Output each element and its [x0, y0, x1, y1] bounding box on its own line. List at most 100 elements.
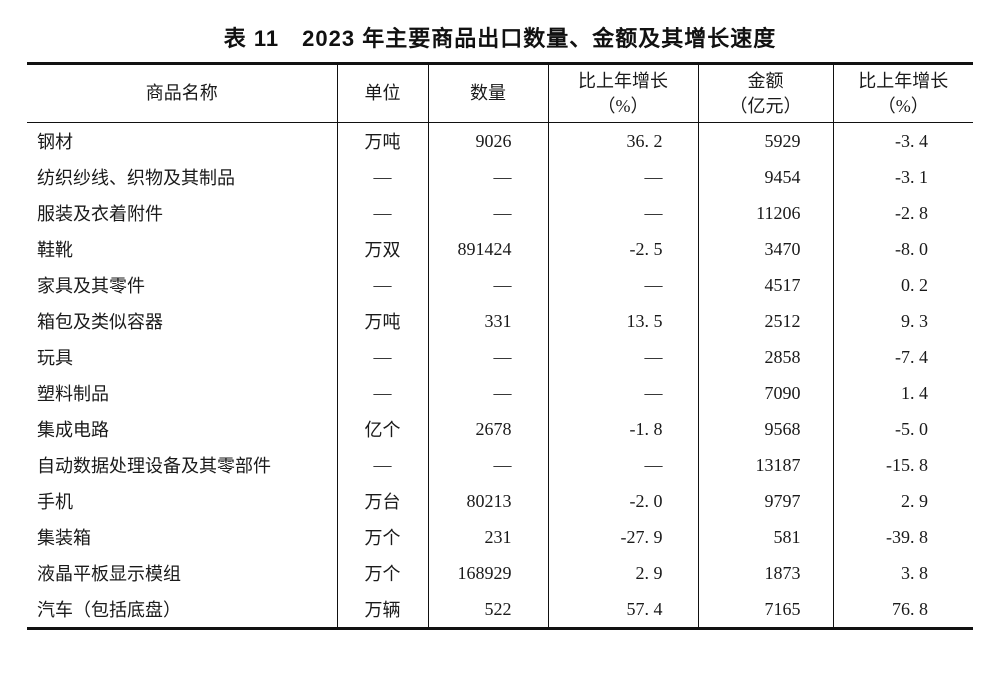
- cell-quantity-growth: —: [547, 267, 698, 303]
- cell-quantity: 231: [427, 519, 548, 555]
- header-commodity-name: 商品名称: [27, 63, 337, 123]
- cell-commodity-name: 液晶平板显示模组: [37, 564, 181, 584]
- cell-quantity: —: [427, 195, 548, 231]
- cell-quantity: —: [427, 375, 548, 411]
- cell-unit: —: [336, 339, 428, 375]
- cell-quantity-growth: -2. 0: [547, 483, 698, 519]
- cell-quantity: 891424: [427, 231, 548, 267]
- header-sublabel: （%）: [877, 95, 929, 116]
- table-row: 鞋靴 万双 891424 -2. 5 3470 -8. 0: [27, 231, 973, 267]
- cell-amount: 11206: [697, 195, 833, 231]
- header-sublabel: （%）: [597, 95, 649, 116]
- cell-amount: 1873: [697, 555, 833, 591]
- export-commodities-table: 商品名称 单位 数量 比上年增长 （%） 金额 （亿元） 比上年增长 （%） 钢…: [27, 62, 973, 630]
- cell-amount-growth: -39. 8: [832, 519, 973, 555]
- cell-amount-growth: -2. 8: [832, 195, 973, 231]
- cell-amount: 2512: [697, 303, 833, 339]
- cell-amount: 13187: [697, 447, 833, 483]
- cell-amount-growth: 2. 9: [832, 483, 973, 519]
- cell-amount: 3470: [697, 231, 833, 267]
- cell-amount-growth: 9. 3: [832, 303, 973, 339]
- header-sublabel: （亿元）: [729, 95, 802, 116]
- header-row: 商品名称 单位 数量 比上年增长 （%） 金额 （亿元） 比上年增长 （%）: [27, 63, 973, 123]
- cell-commodity-name: 集装箱: [37, 528, 91, 548]
- cell-unit: —: [336, 195, 428, 231]
- table-row: 玩具 — — — 2858 -7. 4: [27, 339, 973, 375]
- cell-quantity-growth: -27. 9: [547, 519, 698, 555]
- cell-amount-growth: -8. 0: [832, 231, 973, 267]
- cell-quantity-growth: —: [547, 447, 698, 483]
- cell-commodity-name: 手机: [37, 492, 73, 512]
- cell-commodity-name: 自动数据处理设备及其零部件: [37, 456, 271, 476]
- table-row: 液晶平板显示模组 万个 168929 2. 9 1873 3. 8: [27, 555, 973, 591]
- cell-amount: 7165: [697, 591, 833, 629]
- table-body: 钢材 万吨 9026 36. 2 5929 -3. 4 纺织纱线、织物及其制品 …: [27, 122, 973, 629]
- cell-unit: 万双: [336, 231, 428, 267]
- table-row: 家具及其零件 — — — 4517 0. 2: [27, 267, 973, 303]
- table-row: 纺织纱线、织物及其制品 — — — 9454 -3. 1: [27, 159, 973, 195]
- table-row: 手机 万台 80213 -2. 0 9797 2. 9: [27, 483, 973, 519]
- cell-commodity-name: 纺织纱线、织物及其制品: [37, 168, 235, 188]
- cell-quantity-growth: —: [547, 195, 698, 231]
- cell-quantity-growth: 57. 4: [547, 591, 698, 629]
- cell-quantity-growth: —: [547, 159, 698, 195]
- cell-amount-growth: -3. 4: [832, 122, 973, 159]
- cell-quantity-growth: -1. 8: [547, 411, 698, 447]
- cell-amount: 7090: [697, 375, 833, 411]
- cell-amount-growth: -3. 1: [832, 159, 973, 195]
- header-quantity-growth: 比上年增长 （%）: [547, 63, 698, 123]
- cell-amount: 9797: [697, 483, 833, 519]
- cell-quantity-growth: 2. 9: [547, 555, 698, 591]
- cell-quantity-growth: 36. 2: [547, 122, 698, 159]
- table-row: 汽车（包括底盘） 万辆 522 57. 4 7165 76. 8: [27, 591, 973, 629]
- cell-unit: —: [336, 267, 428, 303]
- cell-amount: 2858: [697, 339, 833, 375]
- cell-amount: 9568: [697, 411, 833, 447]
- header-unit: 单位: [336, 63, 428, 123]
- cell-amount-growth: 3. 8: [832, 555, 973, 591]
- table-row: 箱包及类似容器 万吨 331 13. 5 2512 9. 3: [27, 303, 973, 339]
- cell-quantity: 2678: [427, 411, 548, 447]
- cell-amount-growth: -7. 4: [832, 339, 973, 375]
- header-label: 商品名称: [145, 83, 218, 103]
- table-row: 钢材 万吨 9026 36. 2 5929 -3. 4: [27, 122, 973, 159]
- cell-amount: 581: [697, 519, 833, 555]
- header-label: 数量: [470, 83, 506, 103]
- cell-quantity-growth: —: [547, 339, 698, 375]
- cell-amount-growth: 0. 2: [832, 267, 973, 303]
- header-amount-growth: 比上年增长 （%）: [832, 63, 973, 123]
- cell-quantity: 80213: [427, 483, 548, 519]
- header-amount: 金额 （亿元）: [697, 63, 833, 123]
- cell-quantity-growth: —: [547, 375, 698, 411]
- cell-amount-growth: -15. 8: [832, 447, 973, 483]
- header-label: 单位: [364, 83, 401, 103]
- table-row: 自动数据处理设备及其零部件 — — — 13187 -15. 8: [27, 447, 973, 483]
- cell-unit: 万辆: [336, 591, 428, 629]
- cell-quantity: —: [427, 447, 548, 483]
- cell-unit: 万台: [336, 483, 428, 519]
- header-label: 金额: [747, 70, 784, 91]
- table-row: 塑料制品 — — — 7090 1. 4: [27, 375, 973, 411]
- cell-quantity: —: [427, 159, 548, 195]
- cell-commodity-name: 家具及其零件: [37, 276, 145, 296]
- cell-commodity-name: 箱包及类似容器: [37, 312, 163, 332]
- cell-commodity-name: 服装及衣着附件: [37, 204, 163, 224]
- cell-quantity-growth: 13. 5: [547, 303, 698, 339]
- cell-quantity: 9026: [427, 122, 548, 159]
- cell-unit: —: [336, 447, 428, 483]
- cell-commodity-name: 鞋靴: [37, 240, 73, 260]
- cell-amount: 5929: [697, 122, 833, 159]
- cell-amount-growth: -5. 0: [832, 411, 973, 447]
- cell-amount: 4517: [697, 267, 833, 303]
- cell-unit: 万吨: [336, 122, 428, 159]
- cell-amount-growth: 76. 8: [832, 591, 973, 629]
- header-quantity: 数量: [427, 63, 548, 123]
- cell-unit: 万个: [336, 555, 428, 591]
- cell-commodity-name: 汽车（包括底盘）: [37, 600, 181, 620]
- cell-quantity: 522: [427, 591, 548, 629]
- header-label: 比上年增长: [858, 70, 949, 91]
- cell-unit: 万个: [336, 519, 428, 555]
- table-row: 集成电路 亿个 2678 -1. 8 9568 -5. 0: [27, 411, 973, 447]
- cell-quantity: 331: [427, 303, 548, 339]
- cell-unit: —: [336, 375, 428, 411]
